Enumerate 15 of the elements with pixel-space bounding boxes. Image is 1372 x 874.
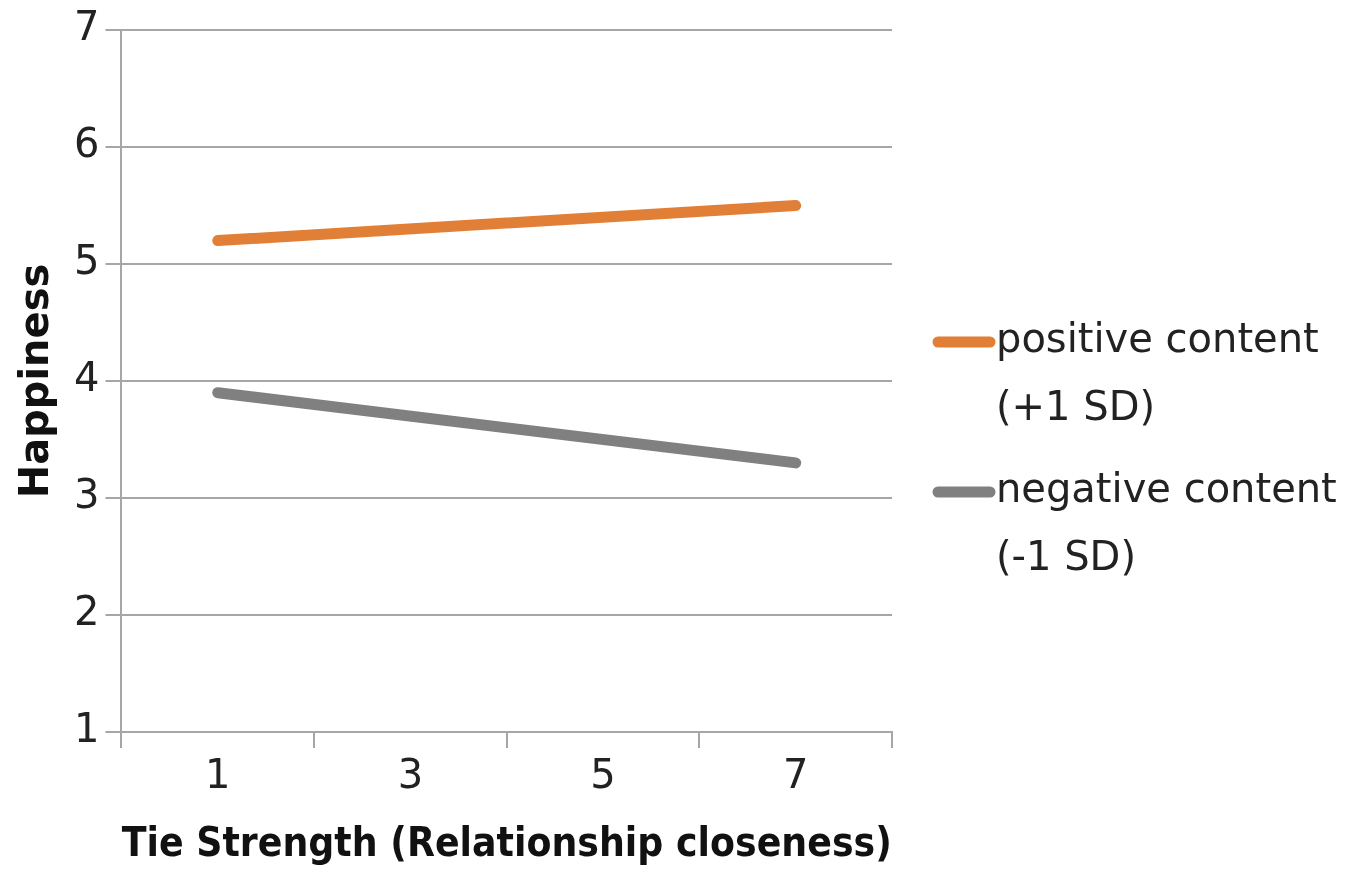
x-axis-title: Tie Strength (Relationship closeness) — [121, 819, 892, 866]
y-tick-label: 1 — [74, 705, 100, 752]
y-tick-label: 2 — [74, 588, 100, 635]
x-tick-label: 1 — [205, 751, 231, 798]
x-tick-label: 5 — [590, 751, 616, 798]
y-tick-label: 3 — [74, 471, 100, 518]
x-tick-label: 7 — [782, 751, 809, 798]
legend-label: positive content (+1 SD) — [996, 315, 1319, 430]
y-axis-title: Happiness — [11, 263, 58, 499]
y-tick-label: 6 — [74, 120, 100, 167]
y-tick-label: 4 — [74, 354, 100, 401]
y-tick-label: 7 — [74, 3, 100, 50]
legend-label: negative content (-1 SD) — [996, 465, 1337, 580]
x-tick-label: 3 — [397, 751, 424, 798]
y-tick-label: 5 — [74, 237, 100, 284]
